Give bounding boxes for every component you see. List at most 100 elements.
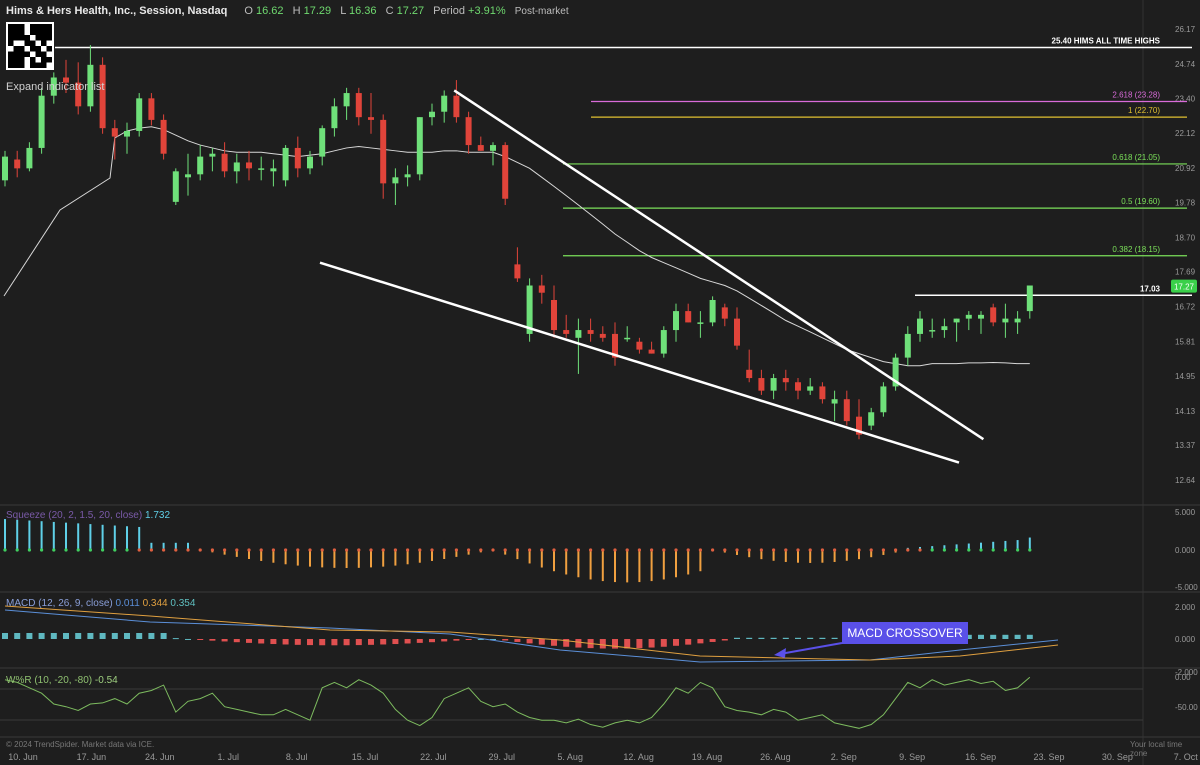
price-tick-label: 16.72 (1175, 303, 1196, 312)
candle-body (697, 322, 704, 324)
squeeze-dot (564, 548, 568, 552)
horizontal-level-label: 17.03 (1140, 284, 1161, 293)
candle-body (172, 171, 179, 202)
squeeze-dot (796, 548, 800, 552)
candle-body (416, 117, 423, 175)
price-tick-label: 15.81 (1175, 337, 1196, 346)
candle-body (795, 382, 801, 391)
squeeze-dot (198, 548, 202, 552)
macd-histogram-bar (734, 637, 740, 639)
macd-histogram-bar (392, 639, 399, 645)
fib-level-label: 2.618 (23.28) (1112, 91, 1160, 100)
squeeze-dot (650, 548, 654, 552)
squeeze-dot (942, 548, 947, 552)
expand-indicator-button[interactable]: Expand indicator list (6, 81, 105, 93)
squeeze-dot (637, 548, 642, 552)
candle-body (307, 156, 313, 169)
squeeze-tick-label: 0.000 (1175, 546, 1196, 555)
price-tick-label: 20.92 (1175, 164, 1196, 173)
macd-histogram-bar (50, 633, 57, 639)
macd-crossover-annotation-box (842, 622, 968, 644)
squeeze-panel-label: Squeeze (20, 2, 1.5, 20, close) 1.732 (6, 510, 171, 521)
squeeze-dot (711, 548, 715, 552)
date-tick-label: 10. Jun (8, 752, 38, 762)
macd-histogram-bar (551, 639, 557, 646)
candle-body (160, 119, 167, 154)
squeeze-dot (271, 548, 275, 552)
price-tick-label: 17.69 (1175, 268, 1196, 277)
macd-histogram-bar (819, 637, 826, 639)
close-value: 17.27 (396, 5, 425, 17)
trendline (319, 261, 960, 464)
squeeze-dot (918, 548, 922, 552)
squeeze-dot (613, 548, 617, 552)
candle-body (465, 117, 472, 146)
candle-body (843, 399, 850, 422)
macd-histogram-bar (514, 639, 521, 642)
macd-histogram-bar (172, 638, 179, 640)
candle-body (1002, 318, 1009, 323)
macd-histogram-bar (563, 639, 570, 647)
candle-body (660, 330, 667, 354)
macd-signal-line (4, 605, 1059, 661)
candle-body (111, 128, 118, 137)
squeeze-dot (1003, 548, 1008, 552)
candle-body (368, 117, 374, 120)
squeeze-dot (589, 548, 593, 552)
candle-body (965, 314, 972, 319)
candle-body (14, 159, 21, 169)
macd-histogram-bar (624, 639, 631, 649)
candle-body (136, 98, 143, 131)
candle-body (1014, 318, 1021, 323)
period-value: +3.91% (468, 5, 506, 17)
macd-histogram-bar (673, 639, 679, 646)
candle-body (880, 386, 887, 413)
date-tick-label: 30. Sep (1102, 752, 1133, 762)
macd-annotation-arrowhead (774, 648, 786, 658)
date-tick-label: 22. Jul (420, 752, 447, 762)
macd-histogram-bar (355, 639, 362, 646)
squeeze-dot (320, 548, 324, 552)
squeeze-tick-label: -5.000 (1175, 583, 1198, 592)
squeeze-dot (808, 548, 812, 552)
qr-pattern (8, 24, 52, 68)
macd-histogram-bar (660, 639, 667, 647)
date-tick-label: 5. Aug (557, 752, 583, 762)
candle-body (124, 130, 130, 137)
macd-histogram-bar (282, 639, 289, 645)
squeeze-dot (772, 548, 776, 552)
candle-body (294, 147, 301, 169)
macd-histogram-bar (599, 639, 606, 649)
squeeze-dot (601, 548, 605, 552)
macd-histogram-bar (2, 633, 8, 639)
squeeze-dot (406, 548, 410, 552)
squeeze-dot (759, 548, 764, 552)
squeeze-dot (906, 548, 910, 552)
candle-body (38, 95, 45, 148)
candle-body (941, 326, 948, 331)
squeeze-dot (345, 548, 349, 552)
squeeze-dot (393, 548, 397, 552)
squeeze-dot (186, 548, 190, 552)
squeeze-tick-label: 5.000 (1175, 508, 1196, 517)
candle-body (26, 147, 33, 169)
macd-histogram-bar (685, 639, 692, 645)
candle-body (892, 357, 899, 387)
date-tick-label: 17. Jun (77, 752, 107, 762)
macd-histogram-bar (404, 639, 411, 644)
candle-body (490, 145, 496, 151)
candle-body (270, 168, 277, 172)
willr-line (4, 676, 1031, 729)
macd-histogram-bar (709, 639, 716, 642)
macd-crossover-annotation: MACD CROSSOVER (847, 626, 963, 640)
macd-histogram-bar (758, 637, 765, 639)
macd-histogram-bar (246, 639, 252, 643)
high-value: 17.29 (303, 5, 332, 17)
timezone-note[interactable]: Your local time zone (1130, 740, 1183, 758)
macd-histogram-bar (831, 637, 838, 639)
macd-histogram-bar (978, 634, 984, 639)
squeeze-dot (991, 548, 995, 552)
macd-tick-label: 0.000 (1175, 635, 1196, 644)
candle-body (380, 119, 387, 184)
